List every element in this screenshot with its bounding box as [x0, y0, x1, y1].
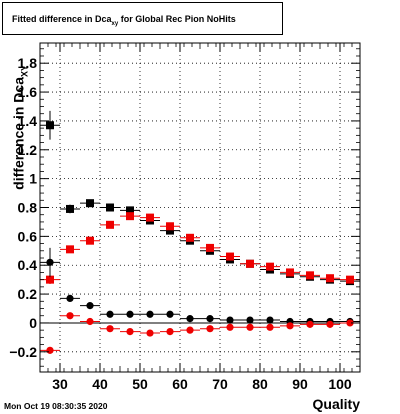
y-axis-label: difference in DcaXY: [11, 52, 30, 202]
x-tick-label: 80: [252, 376, 268, 392]
x-tick-label: 40: [92, 376, 108, 392]
circle-marker: [106, 325, 114, 333]
title-prefix: Fitted difference in Dca: [12, 14, 112, 24]
circle-marker: [46, 258, 54, 266]
circle-marker: [66, 294, 74, 303]
square-marker: [306, 271, 314, 280]
circle-marker: [126, 310, 134, 318]
y-tick-label: 0.8: [18, 200, 38, 216]
y-tick-label: 0.2: [18, 286, 38, 302]
square-marker: [106, 220, 114, 229]
circle-marker: [166, 327, 174, 336]
y-tick-label: 0.6: [18, 228, 38, 244]
title-suffix: for Global Rec Pion NoHits: [118, 14, 236, 24]
x-tick-label: 50: [132, 376, 148, 392]
x-tick-label: 30: [52, 376, 68, 392]
circle-marker: [266, 316, 274, 324]
y-axis-label-main: difference in Dca: [10, 76, 27, 190]
square-marker: [146, 213, 154, 222]
circle-marker: [246, 316, 254, 324]
x-tick-label: 60: [172, 376, 188, 392]
square-marker: [86, 199, 94, 208]
title-subscript: xy: [111, 20, 119, 27]
y-tick-label: 0: [29, 315, 37, 331]
square-marker: [166, 226, 174, 235]
circle-marker: [106, 310, 114, 318]
y-tick-label: 1.2: [18, 142, 38, 158]
chart-title: Fitted difference in Dcaxy for Global Re…: [12, 14, 236, 27]
circle-marker: [226, 316, 234, 324]
data-markers: [40, 110, 360, 354]
circle-marker: [326, 320, 334, 328]
timestamp: Mon Oct 19 08:30:35 2020: [4, 401, 108, 411]
circle-marker: [86, 302, 94, 310]
circle-marker: [146, 329, 154, 337]
square-marker: [346, 275, 354, 284]
square-marker: [86, 236, 94, 245]
circle-marker: [306, 320, 314, 328]
circle-marker: [46, 346, 54, 354]
circle-marker: [246, 323, 254, 331]
circle-marker: [126, 327, 134, 336]
axis-ticks: 30 40 50 60 70 80 90 100 −0.2 0 0.2 0.4 0.6 0.8 1 1.2 1.…: [9, 43, 361, 392]
y-tick-label: 0.4: [18, 257, 38, 273]
y-axis-label-subscript: XY: [19, 64, 30, 77]
circle-marker: [86, 317, 94, 326]
square-marker: [286, 268, 294, 277]
x-tick-label: 90: [292, 376, 308, 392]
square-marker: [66, 245, 74, 254]
square-marker: [326, 274, 334, 283]
square-marker: [106, 203, 114, 212]
square-marker: [226, 252, 234, 261]
square-marker: [206, 243, 214, 252]
y-tick-label: 1.8: [18, 55, 38, 71]
y-tick-label: 1.4: [18, 113, 38, 129]
square-marker: [126, 212, 134, 221]
y-tick-label: 1: [29, 171, 37, 187]
circle-marker: [186, 326, 194, 334]
square-marker: [186, 233, 194, 242]
square-marker: [266, 262, 274, 271]
circle-marker: [206, 325, 214, 333]
y-tick-label: 1.6: [18, 84, 38, 100]
x-tick-label: 70: [212, 376, 228, 392]
circle-marker: [206, 315, 214, 323]
square-marker: [126, 206, 134, 215]
circle-marker: [266, 323, 274, 331]
y-tick-label: −0.2: [9, 344, 37, 360]
title-box: Fitted difference in Dcaxy for Global Re…: [2, 2, 283, 35]
square-marker: [66, 204, 74, 213]
circle-marker: [146, 310, 154, 318]
x-tick-label: 100: [328, 376, 352, 392]
square-marker: [46, 275, 54, 284]
square-marker: [246, 259, 254, 268]
x-axis-label: Quality: [312, 396, 360, 412]
circle-marker: [166, 310, 174, 318]
square-marker: [46, 121, 54, 130]
circle-marker: [186, 315, 194, 323]
circle-marker: [286, 322, 294, 330]
circle-marker: [66, 312, 74, 320]
circle-marker: [226, 323, 234, 331]
square-marker: [166, 222, 174, 231]
circle-marker: [346, 319, 354, 327]
